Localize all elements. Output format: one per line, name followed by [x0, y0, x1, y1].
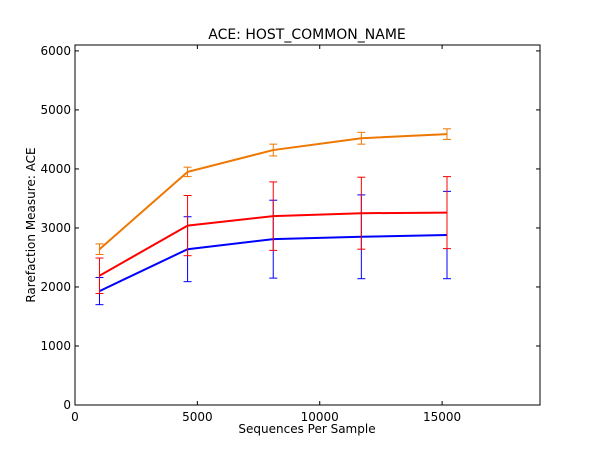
x-tick-label-0: 0	[71, 410, 79, 424]
y-axis-label: Rarefaction Measure: ACE	[24, 147, 38, 302]
y-tick-label-6: 6000	[40, 44, 71, 58]
x-tick-label-2: 10000	[301, 410, 339, 424]
plot-area: 0 5000 10000 15000 0 1000 2000 3000 4000 5000 6000	[40, 44, 541, 424]
y-tick-label-3: 3000	[40, 221, 71, 235]
series-line-2	[98, 133, 448, 250]
y-tick-label-0: 0	[63, 398, 71, 412]
plot-frame	[74, 44, 541, 406]
y-tick-label-4: 4000	[40, 162, 71, 176]
y-tick-label-2: 2000	[40, 280, 71, 294]
x-axis-label: Sequences Per Sample	[238, 422, 375, 436]
chart-title: ACE: HOST_COMMON_NAME	[208, 27, 406, 43]
y-tick-label-1: 1000	[40, 339, 71, 353]
series-line-1	[98, 211, 448, 277]
x-tick-label-1: 5000	[182, 410, 213, 424]
y-tick-label-5: 5000	[40, 103, 71, 117]
x-tick-label-3: 15000	[423, 410, 461, 424]
